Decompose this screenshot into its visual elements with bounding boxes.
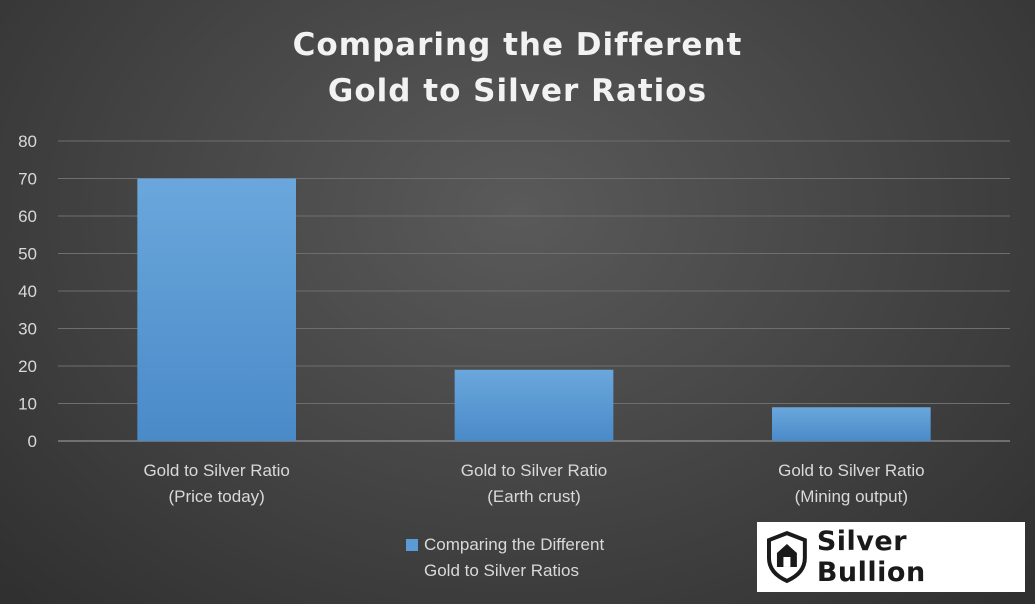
x-tick-label: (Mining output)	[795, 487, 908, 506]
x-tick-label: (Earth crust)	[487, 487, 581, 506]
legend-label-line-2: Gold to Silver Ratios	[424, 561, 579, 580]
legend-label: Comparing the Different Gold to Silver R…	[424, 532, 604, 584]
x-tick-label: Gold to Silver Ratio	[143, 461, 289, 480]
legend-label-line-1: Comparing the Different	[424, 535, 605, 554]
x-tick-label: Gold to Silver Ratio	[778, 461, 924, 480]
y-tick-label: 40	[18, 282, 37, 301]
x-tick-label: Gold to Silver Ratio	[461, 461, 607, 480]
shield-house-icon	[766, 530, 807, 584]
chart-title: Comparing the Different Gold to Silver R…	[0, 22, 1035, 114]
chart-title-line-2: Gold to Silver Ratios	[327, 73, 708, 109]
y-tick-label: 10	[18, 395, 37, 414]
y-axis-tick-labels: 0 10 20 30 40 50 60 70 80	[18, 132, 37, 451]
bar	[772, 407, 931, 441]
x-axis-tick-labels: Gold to Silver Ratio (Price today) Gold to…	[143, 461, 924, 506]
bar	[454, 369, 614, 441]
bar	[137, 178, 296, 441]
legend: Comparing the Different Gold to Silver R…	[406, 532, 604, 584]
bars	[137, 178, 931, 441]
chart-title-line-1: Comparing the Different	[292, 27, 743, 63]
x-tick-label: (Price today)	[168, 487, 264, 506]
y-tick-label: 70	[18, 170, 37, 189]
y-tick-label: 50	[18, 245, 37, 264]
y-tick-label: 30	[18, 320, 37, 339]
silver-bullion-logo: Silver Bullion	[757, 522, 1025, 592]
y-tick-label: 60	[18, 207, 37, 226]
logo-text: Silver Bullion	[816, 526, 926, 588]
y-tick-label: 0	[28, 432, 37, 451]
y-tick-label: 20	[18, 357, 37, 376]
y-tick-label: 80	[18, 132, 37, 151]
legend-swatch	[406, 539, 418, 551]
